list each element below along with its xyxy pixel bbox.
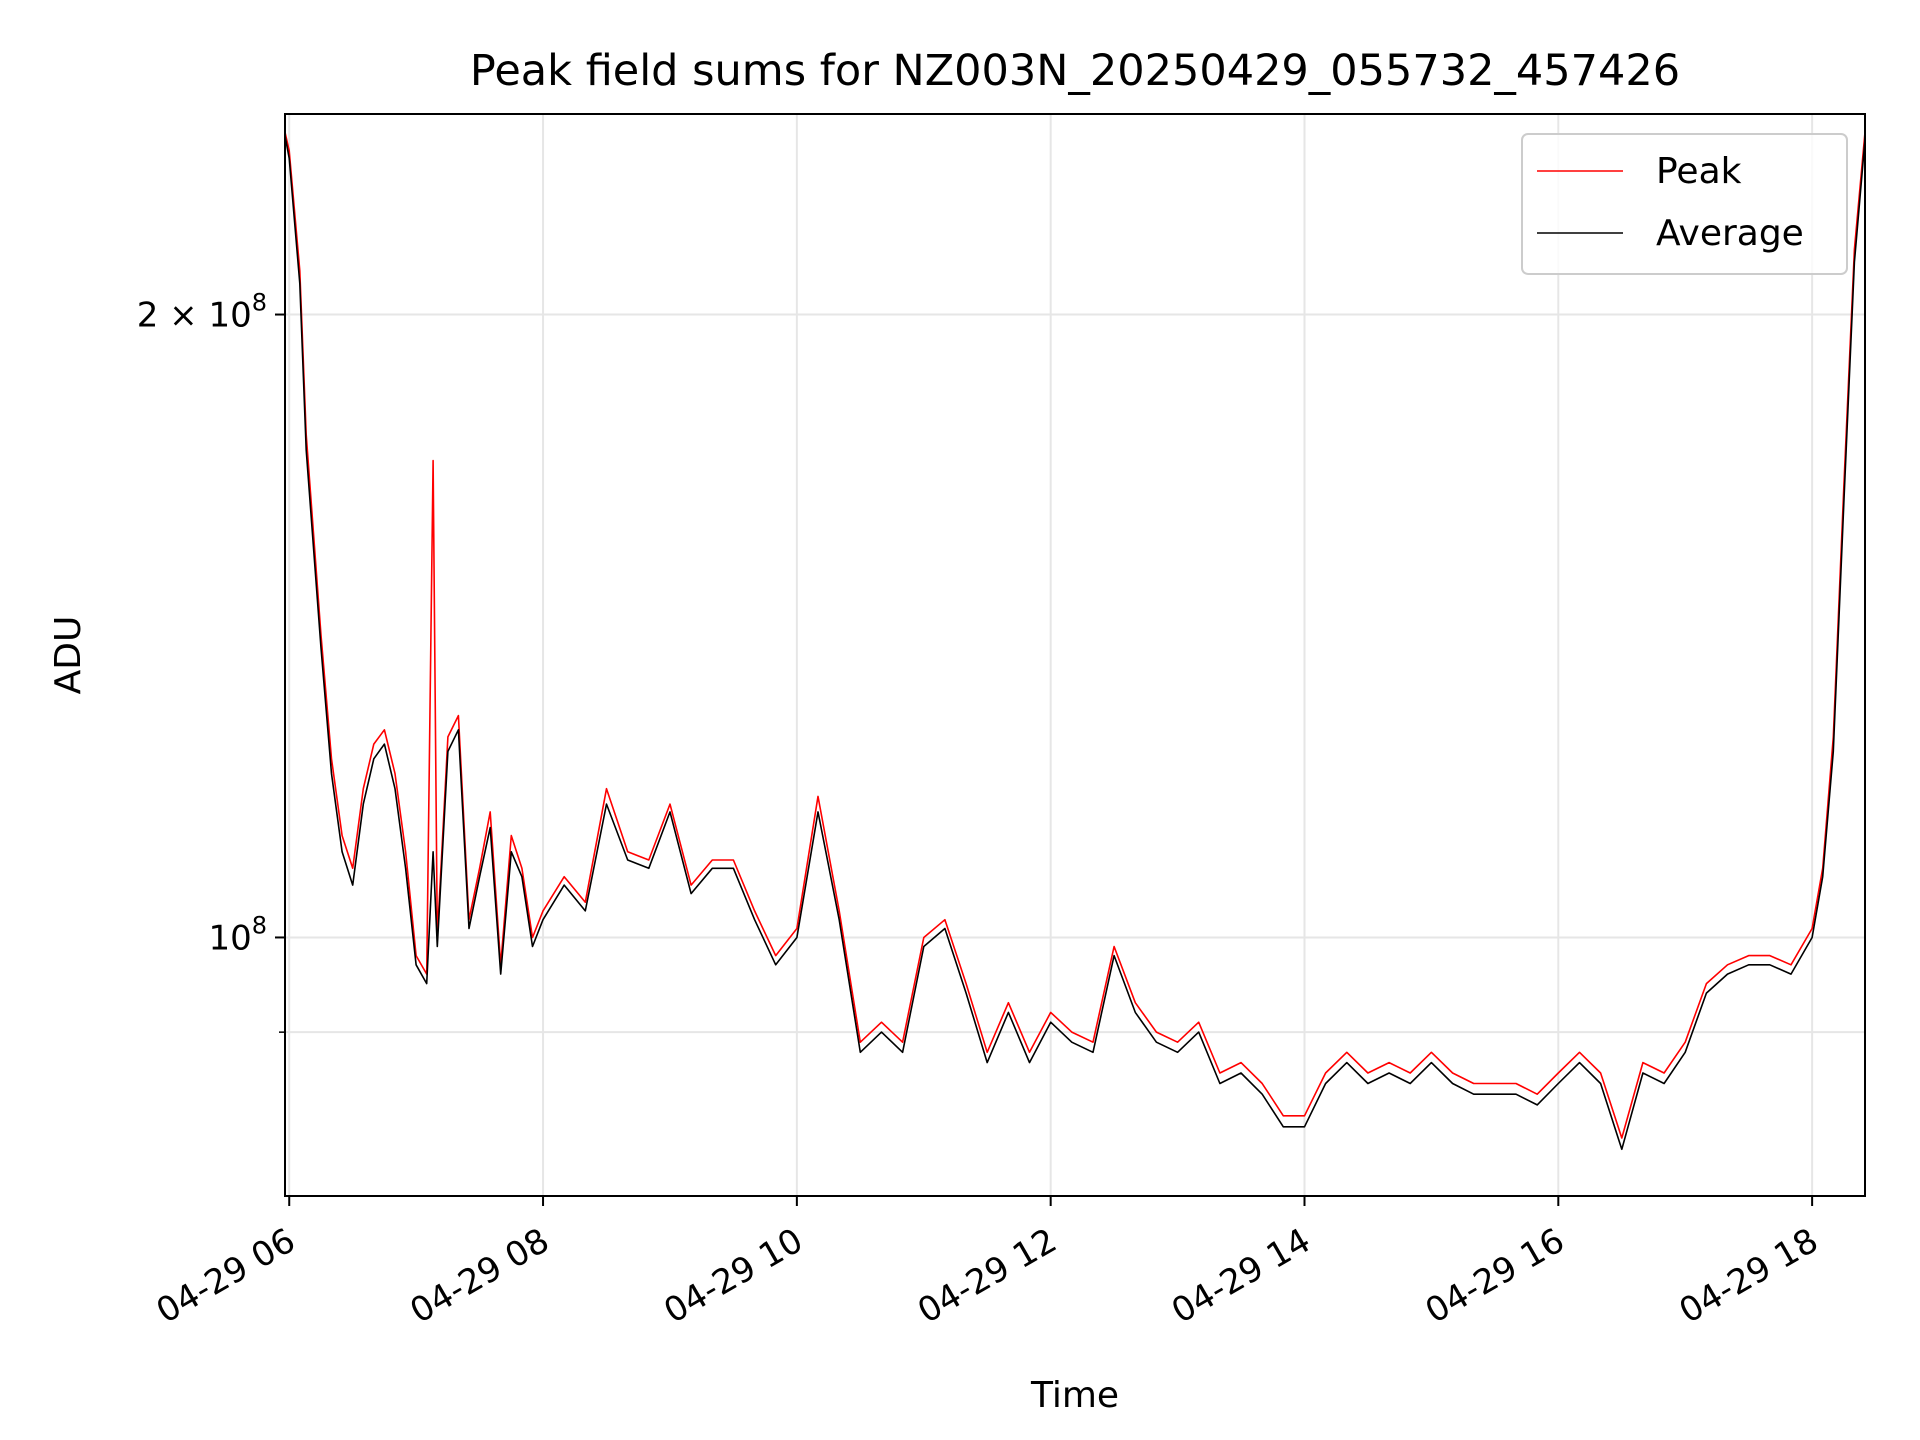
series-line-average xyxy=(285,135,1865,1151)
legend-box xyxy=(1521,133,1848,275)
plot-frame xyxy=(284,113,1866,1197)
series-line-peak xyxy=(285,132,1865,1139)
legend: Peak Average xyxy=(1521,133,1848,275)
y-tick-label: 108 xyxy=(208,911,267,958)
legend-label-average: Average xyxy=(1656,213,1804,254)
x-axis-title: Time xyxy=(1030,1375,1119,1416)
legend-label-peak: Peak xyxy=(1656,151,1742,192)
grid-layer xyxy=(285,114,1865,1196)
y-tick-label: 2 × 108 xyxy=(137,289,267,336)
series-layer xyxy=(285,132,1865,1151)
y-axis-title: ADU xyxy=(48,616,89,695)
chart-title: Peak field sums for NZ003N_20250429_0557… xyxy=(470,46,1680,96)
